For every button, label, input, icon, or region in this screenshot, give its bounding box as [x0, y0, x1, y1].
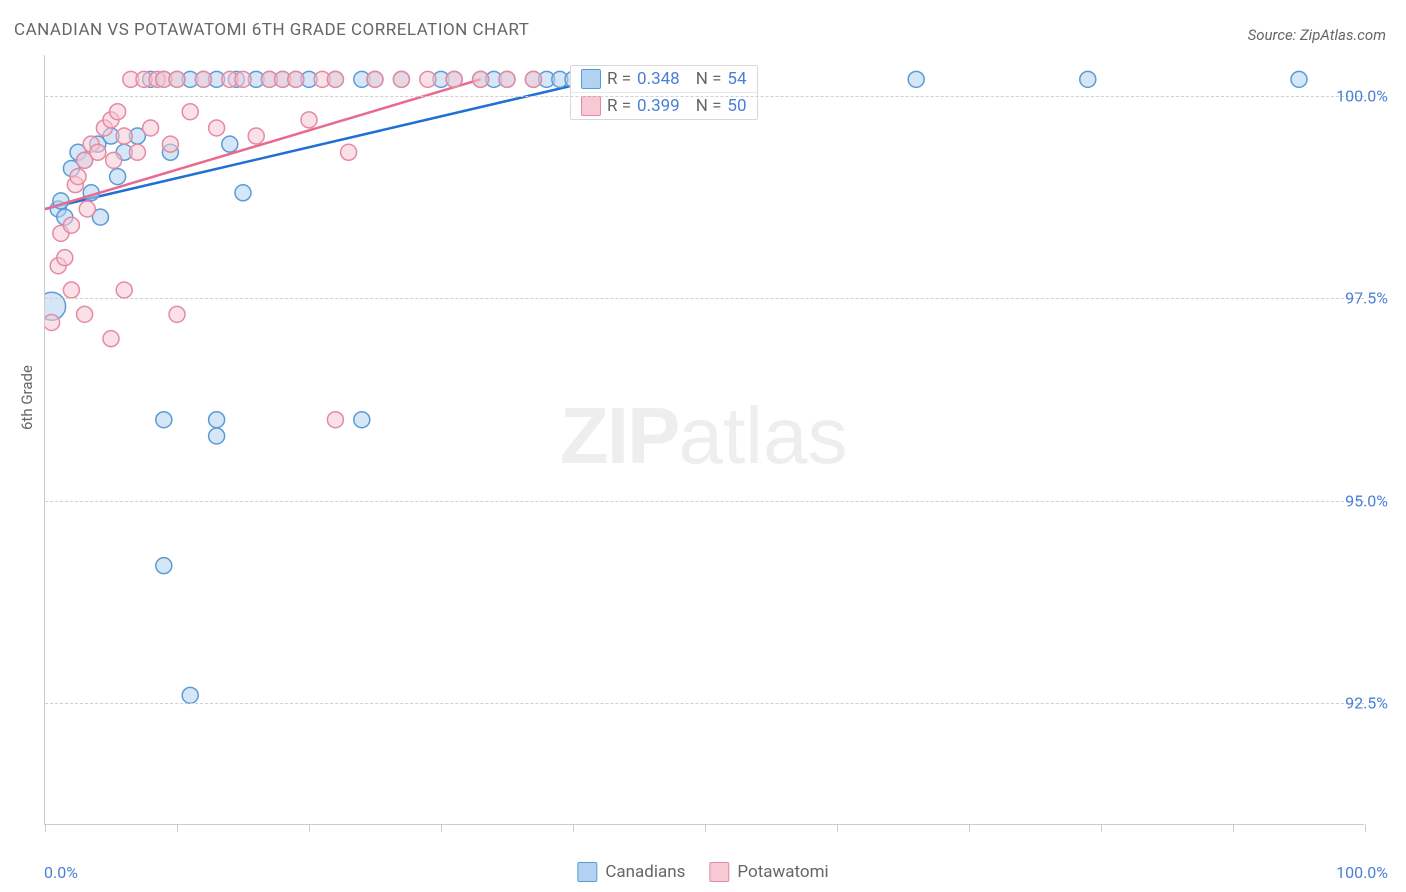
data-point — [446, 71, 462, 87]
data-point — [327, 412, 343, 428]
data-point — [1080, 71, 1096, 87]
data-point — [209, 412, 225, 428]
bottom-legend-item: Canadians — [577, 862, 685, 882]
legend-r-value: 0.399 — [637, 96, 680, 116]
stats-legend: R = 0.348 N = 54 R = 0.399 N = 50 — [570, 65, 758, 120]
x-tick-min: 0.0% — [44, 863, 78, 882]
data-point — [63, 282, 79, 298]
chart-title: CANADIAN VS POTAWATOMI 6TH GRADE CORRELA… — [14, 20, 529, 40]
trend-line — [45, 79, 599, 209]
legend-swatch — [581, 69, 601, 89]
bottom-legend-item: Potawatomi — [709, 862, 828, 882]
data-point — [79, 201, 95, 217]
data-point — [116, 282, 132, 298]
legend-r-label: R = — [607, 69, 631, 89]
data-point — [393, 71, 409, 87]
gridline-h — [45, 501, 1364, 502]
data-point — [288, 71, 304, 87]
data-point — [420, 71, 436, 87]
gridline-h — [45, 298, 1364, 299]
x-tick — [1233, 824, 1234, 832]
data-point — [301, 112, 317, 128]
data-point — [354, 412, 370, 428]
legend-n-value: 50 — [727, 96, 746, 116]
data-point — [222, 136, 238, 152]
x-tick — [309, 824, 310, 832]
data-point — [156, 558, 172, 574]
data-point — [182, 104, 198, 120]
data-point — [209, 120, 225, 136]
data-point — [143, 120, 159, 136]
legend-n-label: N = — [696, 96, 722, 116]
data-point — [70, 169, 86, 185]
bottom-legend-label: Canadians — [605, 862, 685, 882]
data-point — [235, 185, 251, 201]
data-point — [169, 306, 185, 322]
data-point — [195, 71, 211, 87]
data-point — [235, 71, 251, 87]
legend-n-label: N = — [696, 69, 722, 89]
data-point — [162, 136, 178, 152]
bottom-legend-label: Potawatomi — [737, 862, 828, 882]
legend-swatch — [709, 862, 729, 882]
x-tick-max: 100.0% — [1336, 863, 1388, 882]
legend-r-value: 0.348 — [637, 69, 680, 89]
data-point — [110, 104, 126, 120]
data-point — [116, 128, 132, 144]
y-tick-label: 95.0% — [1345, 491, 1388, 510]
chart-svg — [45, 55, 1365, 825]
legend-swatch — [577, 862, 597, 882]
data-point — [327, 71, 343, 87]
data-point — [367, 71, 383, 87]
plot-area: R = 0.348 N = 54 R = 0.399 N = 50 — [44, 55, 1364, 825]
source-label: Source: ZipAtlas.com — [1248, 26, 1386, 44]
data-point — [499, 71, 515, 87]
data-point — [169, 71, 185, 87]
x-tick — [705, 824, 706, 832]
legend-n-value: 54 — [727, 69, 746, 89]
data-point — [1291, 71, 1307, 87]
data-point — [77, 306, 93, 322]
data-point — [525, 71, 541, 87]
data-point — [63, 217, 79, 233]
stats-legend-row: R = 0.348 N = 54 — [571, 66, 757, 92]
data-point — [182, 687, 198, 703]
legend-r-label: R = — [607, 96, 631, 116]
x-tick — [177, 824, 178, 832]
data-point — [106, 152, 122, 168]
x-tick — [45, 824, 46, 832]
y-tick-label: 100.0% — [1336, 86, 1388, 105]
data-point — [45, 314, 60, 330]
data-point — [209, 428, 225, 444]
data-point — [90, 144, 106, 160]
x-tick — [1101, 824, 1102, 832]
x-tick — [1365, 824, 1366, 832]
data-point — [908, 71, 924, 87]
data-point — [57, 250, 73, 266]
x-tick — [573, 824, 574, 832]
data-point — [341, 144, 357, 160]
data-point — [129, 144, 145, 160]
legend-swatch — [581, 96, 601, 116]
x-tick — [837, 824, 838, 832]
gridline-h — [45, 703, 1364, 704]
y-tick-label: 97.5% — [1345, 289, 1388, 308]
gridline-h — [45, 96, 1364, 97]
y-axis-label: 6th Grade — [18, 365, 36, 430]
y-tick-label: 92.5% — [1345, 694, 1388, 713]
bottom-legend: Canadians Potawatomi — [577, 862, 828, 882]
data-point — [473, 71, 489, 87]
data-point — [103, 331, 119, 347]
data-point — [156, 412, 172, 428]
x-tick — [441, 824, 442, 832]
x-tick — [969, 824, 970, 832]
data-point — [248, 128, 264, 144]
data-point — [110, 169, 126, 185]
